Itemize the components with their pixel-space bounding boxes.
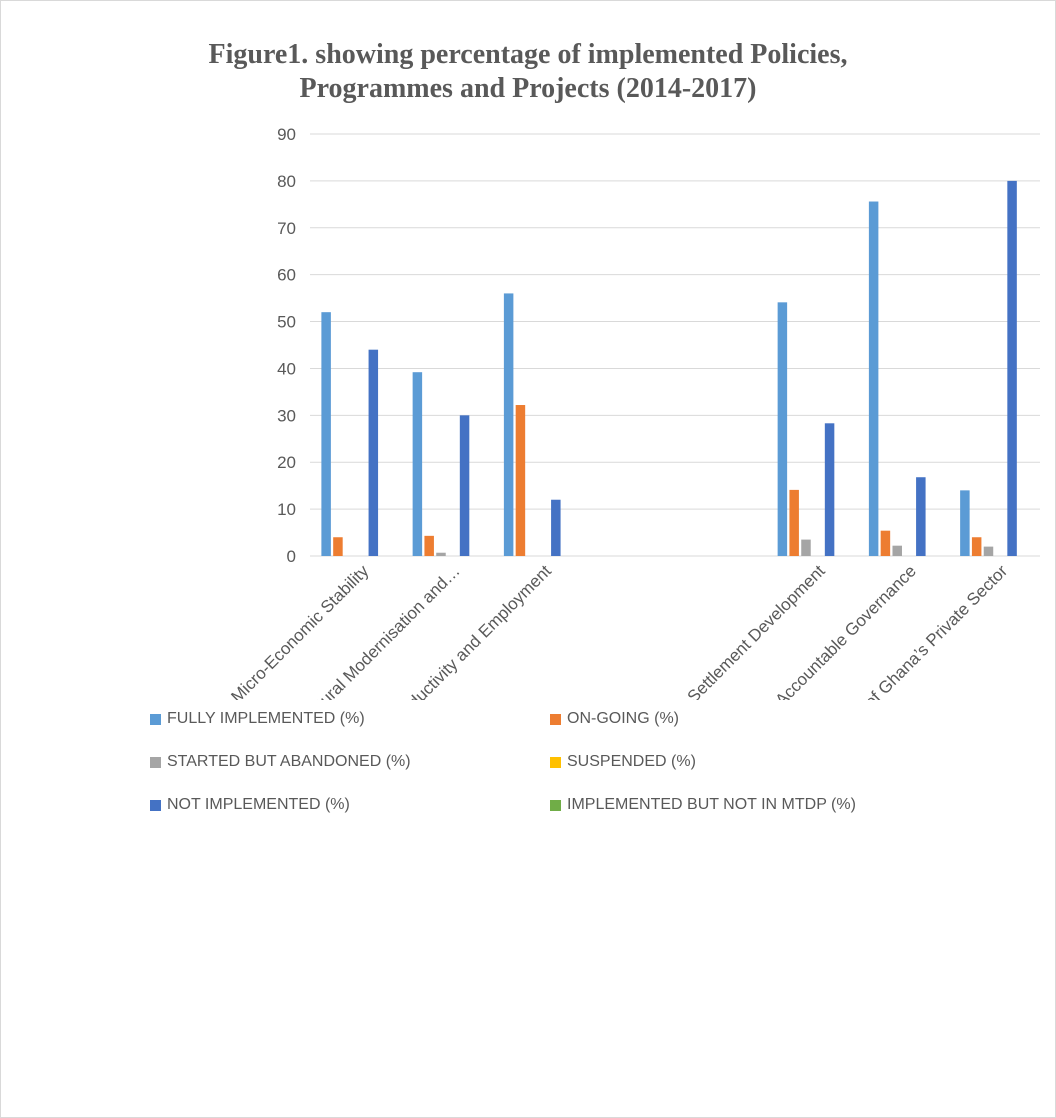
legend-swatch	[150, 713, 161, 725]
legend-swatch	[550, 713, 561, 725]
chart-title: Figure1. showing percentage of implement…	[0, 38, 1056, 106]
legend-label: ON-GOING (%)	[567, 710, 679, 727]
bar-4-1	[459, 415, 470, 556]
bar-0-1	[412, 372, 423, 556]
bar-1-2	[515, 405, 526, 556]
bar-2-1	[436, 552, 446, 556]
chart-title-line-1: Figure1. showing percentage of implement…	[208, 39, 848, 70]
bar-2-7	[983, 546, 994, 556]
chart-title-line-2: Programmes and Projects (2014-2017)	[299, 73, 757, 104]
y-tick-label: 50	[277, 313, 296, 332]
x-category-label: Ensuring and Sustaining Micro-Economic S…	[94, 561, 373, 700]
y-tick-label: 0	[287, 547, 296, 566]
x-axis-category-labels: Ensuring and Sustaining Micro-Economic S…	[94, 561, 1012, 700]
legend-label: FULLY IMPLEMENTED (%)	[167, 710, 365, 727]
legend-swatch	[550, 799, 561, 811]
y-tick-label: 70	[277, 219, 296, 238]
bar-4-0	[368, 349, 379, 556]
bar-4-5	[824, 423, 835, 556]
x-category-label: Infrastructure and Human Settlement Deve…	[544, 561, 829, 700]
y-tick-label: 30	[277, 406, 296, 425]
bar-2-5	[801, 539, 811, 556]
y-tick-label: 80	[277, 172, 296, 191]
legend-swatch	[550, 756, 561, 768]
bar-4-7	[1007, 180, 1017, 556]
bar-2-6	[892, 545, 902, 556]
bar-1-7	[971, 537, 982, 556]
bar-0-5	[777, 302, 788, 556]
y-axis-ticks: 0 10 20 30 40 50 60 70 80 90	[277, 125, 296, 566]
bars	[321, 180, 1017, 556]
bar-1-1	[424, 535, 434, 556]
legend-swatch	[150, 799, 161, 811]
bar-4-6	[916, 477, 926, 556]
bar-chart: 0 10 20 30 40 50 60 70 80 90 Ensuring and Sustain…	[94, 125, 1040, 700]
bar-0-2	[503, 293, 514, 556]
legend-swatch	[150, 756, 161, 768]
bar-1-5	[789, 489, 799, 556]
legend-item: IMPLEMENTED BUT NOT IN MTDP (%)	[550, 796, 856, 814]
legend-label: NOT IMPLEMENTED (%)	[167, 796, 350, 813]
y-tick-label: 20	[277, 453, 296, 472]
y-tick-label: 10	[277, 500, 296, 519]
legend-item: FULLY IMPLEMENTED (%)	[150, 710, 365, 728]
bar-1-6	[880, 530, 891, 556]
legend-label: SUSPENDED (%)	[567, 753, 696, 770]
bar-1-0	[333, 537, 343, 556]
bar-0-7	[960, 490, 970, 556]
y-tick-label: 90	[277, 125, 296, 144]
y-tick-label: 40	[277, 359, 296, 378]
legend-item: SUSPENDED (%)	[550, 753, 696, 771]
bar-4-2	[551, 499, 561, 556]
legend-label: STARTED BUT ABANDONED (%)	[167, 753, 411, 770]
legend-item: NOT IMPLEMENTED (%)	[150, 796, 350, 814]
bar-0-6	[868, 201, 879, 556]
legend-item: ON-GOING (%)	[550, 710, 679, 728]
legend-label: IMPLEMENTED BUT NOT IN MTDP (%)	[567, 796, 856, 813]
y-tick-label: 60	[277, 266, 296, 285]
legend-item: STARTED BUT ABANDONED (%)	[150, 753, 411, 771]
bar-0-0	[321, 312, 331, 556]
